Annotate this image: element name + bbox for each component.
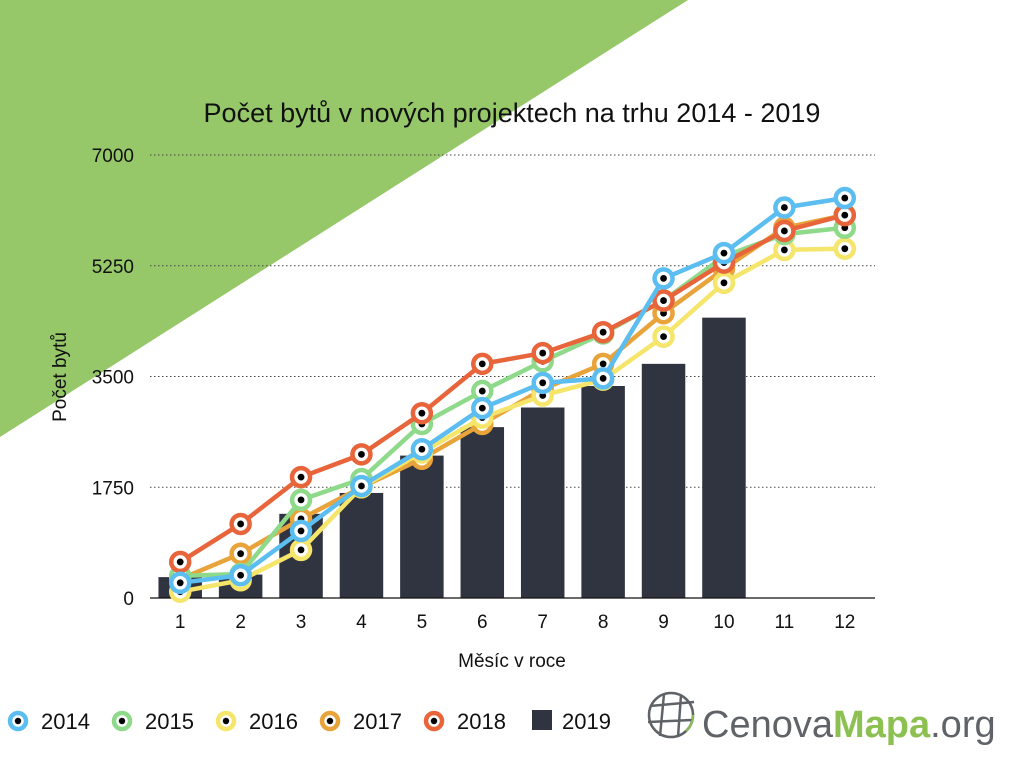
point-dot xyxy=(599,374,607,382)
point-dot xyxy=(780,227,788,235)
point-dot xyxy=(660,333,667,341)
x-tick-label: 2 xyxy=(235,612,246,633)
legend-marker-dot xyxy=(118,717,126,725)
point-dot xyxy=(841,245,849,253)
point-dot xyxy=(176,558,184,566)
point-dot xyxy=(418,409,426,417)
point-dot xyxy=(720,279,728,287)
legend-marker-dot xyxy=(14,717,22,725)
chart-title: Počet bytů v nových projektech na trhu 2… xyxy=(204,98,821,128)
y-tick-label: 1750 xyxy=(92,478,134,499)
legend-label: 2018 xyxy=(457,709,506,734)
x-tick-label: 11 xyxy=(775,612,795,633)
bar-2019-9 xyxy=(641,363,686,598)
y-tick-label: 5250 xyxy=(92,257,134,278)
logo-text-part3: .org xyxy=(930,704,995,746)
legend-item-2017: 2017 xyxy=(319,709,402,734)
x-axis-ticks: 1 2 3 4 5 6 7 8 9 10 11 12 xyxy=(175,612,855,633)
globe-grid-icon xyxy=(647,691,695,739)
bar-2019-10 xyxy=(702,317,746,598)
logo-text: CenovaMapa.org xyxy=(702,704,996,746)
x-tick-label: 7 xyxy=(537,612,548,633)
point-dot xyxy=(539,379,547,387)
x-tick-label: 1 xyxy=(175,612,186,633)
y-axis-label: Počet bytů xyxy=(50,332,71,422)
y-tick-label: 0 xyxy=(123,589,134,610)
bar-2019-7 xyxy=(520,407,565,598)
point-dot xyxy=(237,571,245,579)
point-dot xyxy=(660,275,667,282)
series-2014 xyxy=(168,186,857,595)
line-series xyxy=(168,186,857,603)
x-tick-label: 8 xyxy=(598,612,609,633)
x-tick-label: 3 xyxy=(296,612,307,633)
point-dot xyxy=(599,360,607,368)
bar-2019-5 xyxy=(400,455,444,598)
legend-label: 2019 xyxy=(562,709,611,734)
point-dot xyxy=(780,246,788,254)
line-2014 xyxy=(177,195,848,586)
legend-item-2014: 2014 xyxy=(7,709,90,734)
x-tick-label: 5 xyxy=(417,612,428,633)
legend-marker-dot xyxy=(430,717,438,725)
legend-item-2018: 2018 xyxy=(423,709,506,734)
x-tick-label: 9 xyxy=(658,612,669,633)
cenovamapa-logo: CenovaMapa.org xyxy=(647,691,996,746)
legend-item-2016: 2016 xyxy=(215,709,298,734)
y-tick-label: 3500 xyxy=(92,368,134,389)
legend-marker-dot xyxy=(222,717,230,725)
series-2015 xyxy=(168,216,857,588)
point-dot xyxy=(478,360,486,368)
x-tick-label: 10 xyxy=(713,612,734,633)
legend-label: 2016 xyxy=(249,709,298,734)
point-dot xyxy=(176,579,184,587)
bar-2019-6 xyxy=(460,427,505,598)
x-axis-label: Měsíc v roce xyxy=(458,651,566,672)
point-dot xyxy=(297,496,305,504)
point-dot xyxy=(599,328,607,336)
point-dot xyxy=(237,520,245,528)
point-dot xyxy=(358,482,365,490)
point-dot xyxy=(478,387,486,395)
legend-label: 2017 xyxy=(353,709,402,734)
point-dot xyxy=(660,297,667,304)
legend-marker-dot xyxy=(326,717,334,725)
point-dot xyxy=(841,211,849,219)
point-dot xyxy=(297,527,305,535)
y-axis-ticks: 0 1750 3500 5250 7000 xyxy=(92,146,134,610)
point-dot xyxy=(237,550,245,558)
y-tick-label: 7000 xyxy=(92,146,134,167)
point-dot xyxy=(539,349,547,357)
legend-item-2019: 2019 xyxy=(532,709,611,734)
bar-2019-8 xyxy=(581,385,625,598)
point-dot xyxy=(297,473,305,481)
point-dot xyxy=(478,404,486,412)
x-tick-label: 12 xyxy=(834,612,855,633)
point-dot xyxy=(780,204,788,211)
legend-label: 2015 xyxy=(145,709,194,734)
line-2016 xyxy=(177,246,848,594)
x-tick-label: 6 xyxy=(477,612,488,633)
point-dot xyxy=(358,450,365,458)
legend-label: 2014 xyxy=(41,709,90,734)
point-dot xyxy=(297,546,305,554)
logo-text-part1: Cenova xyxy=(702,704,834,746)
bar-2019-4 xyxy=(339,492,384,598)
legend-item-2015: 2015 xyxy=(111,709,194,734)
point-dot xyxy=(720,249,728,257)
legend: 2014 2015 2016 2017 2018 2019 xyxy=(7,709,611,734)
point-dot xyxy=(841,194,849,202)
series-2016 xyxy=(168,237,857,603)
legend-swatch xyxy=(532,710,552,730)
logo-text-part2: Mapa xyxy=(833,704,931,746)
x-tick-label: 4 xyxy=(356,612,367,633)
corner-green-triangle xyxy=(0,0,688,437)
point-dot xyxy=(418,445,426,453)
